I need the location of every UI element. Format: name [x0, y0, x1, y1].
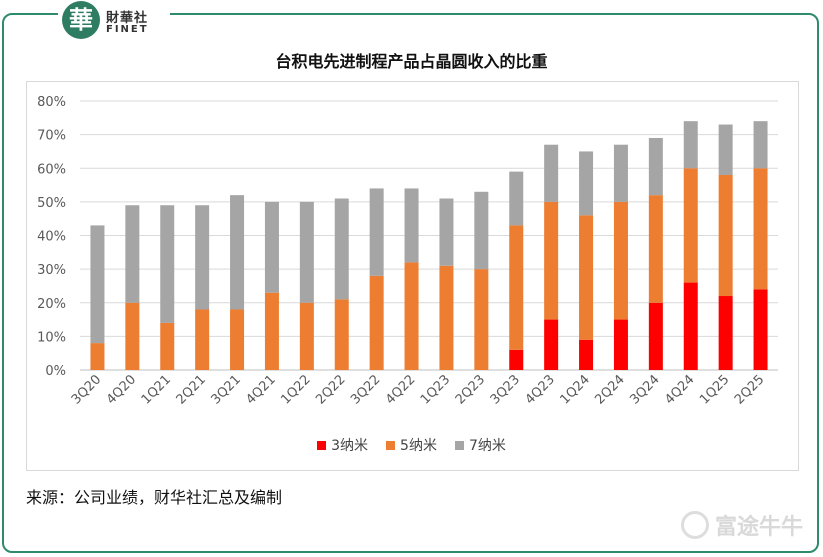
- bar-segment: [614, 320, 628, 370]
- source-note: 来源：公司业绩，财华社汇总及编制: [26, 484, 282, 508]
- bar-segment: [544, 145, 558, 202]
- x-tick-label: 1Q25: [697, 372, 732, 407]
- y-tick-label: 80%: [37, 95, 66, 110]
- bar-segment: [195, 309, 209, 370]
- y-tick-label: 50%: [37, 196, 66, 211]
- bar-segment: [509, 225, 523, 349]
- legend-item: 3纳米: [317, 435, 368, 455]
- bar-segment: [544, 202, 558, 320]
- bar-segment: [90, 343, 104, 370]
- bar-segment: [405, 188, 419, 262]
- bar-segment: [614, 202, 628, 320]
- chart-legend: 3纳米 5纳米 7纳米: [0, 435, 823, 455]
- x-tick-label: 1Q22: [278, 372, 313, 407]
- bar-segment: [719, 296, 733, 370]
- x-tick-label: 4Q24: [662, 372, 697, 407]
- bar-segment: [370, 276, 384, 370]
- y-tick-label: 10%: [37, 330, 66, 345]
- bar-segment: [649, 195, 663, 303]
- bull-logo-icon: [681, 511, 709, 539]
- bar-segment: [649, 138, 663, 195]
- legend-swatch: [455, 441, 464, 450]
- bar-segment: [125, 205, 139, 303]
- bar-segment: [265, 202, 279, 293]
- legend-label: 7纳米: [469, 435, 506, 455]
- bar-segment: [335, 299, 349, 370]
- bar-segment: [719, 175, 733, 296]
- legend-swatch: [386, 441, 395, 450]
- x-tick-label: 4Q23: [523, 372, 558, 407]
- legend-item: 7纳米: [455, 435, 506, 455]
- bar-segment: [230, 309, 244, 370]
- bar-segment: [405, 262, 419, 370]
- bar-segment: [230, 195, 244, 309]
- y-tick-label: 30%: [37, 263, 66, 278]
- bar-segment: [125, 303, 139, 370]
- bar-segment: [474, 192, 488, 269]
- x-tick-label: 3Q21: [208, 372, 243, 407]
- x-tick-label: 4Q22: [383, 372, 418, 407]
- y-tick-label: 0%: [45, 364, 66, 379]
- footer-watermark: 富途牛牛: [681, 509, 803, 541]
- bar-segment: [719, 125, 733, 175]
- bar-segment: [579, 151, 593, 215]
- x-tick-label: 2Q24: [592, 372, 627, 407]
- bar-segment: [684, 121, 698, 168]
- bar-segment: [90, 225, 104, 343]
- bar-segment: [370, 188, 384, 275]
- x-tick-label: 4Q20: [104, 372, 139, 407]
- x-tick-label: 3Q24: [627, 372, 662, 407]
- x-tick-label: 1Q24: [557, 372, 592, 407]
- bar-segment: [439, 199, 453, 266]
- y-tick-label: 20%: [37, 297, 66, 312]
- bar-segment: [474, 269, 488, 370]
- x-tick-label: 2Q23: [453, 372, 488, 407]
- bar-segment: [754, 121, 768, 168]
- bar-segment: [439, 266, 453, 370]
- legend-swatch: [317, 441, 326, 450]
- bar-segment: [335, 199, 349, 300]
- x-tick-label: 2Q25: [732, 372, 767, 407]
- x-tick-label: 4Q21: [243, 372, 278, 407]
- legend-label: 5纳米: [400, 435, 437, 455]
- bar-segment: [684, 168, 698, 282]
- bar-segment: [300, 202, 314, 303]
- bar-segment: [265, 293, 279, 370]
- bar-segment: [160, 205, 174, 323]
- bar-segment: [649, 303, 663, 370]
- x-tick-label: 3Q23: [488, 372, 523, 407]
- bar-segment: [579, 215, 593, 339]
- bar-segment: [754, 289, 768, 370]
- x-tick-label: 3Q22: [348, 372, 383, 407]
- bar-segment: [509, 172, 523, 226]
- bar-segment: [160, 323, 174, 370]
- x-tick-label: 2Q21: [174, 372, 209, 407]
- legend-label: 3纳米: [331, 435, 368, 455]
- bar-segment: [579, 340, 593, 370]
- y-tick-label: 40%: [37, 230, 66, 245]
- bar-segment: [509, 350, 523, 370]
- footer-watermark-text: 富途牛牛: [715, 509, 803, 541]
- bar-segment: [684, 283, 698, 370]
- x-tick-label: 3Q20: [69, 372, 104, 407]
- bar-segment: [300, 303, 314, 370]
- y-tick-label: 70%: [37, 129, 66, 144]
- bar-segment: [754, 168, 768, 289]
- x-tick-label: 2Q22: [313, 372, 348, 407]
- legend-item: 5纳米: [386, 435, 437, 455]
- bar-segment: [614, 145, 628, 202]
- y-tick-label: 60%: [37, 162, 66, 177]
- x-tick-label: 1Q21: [139, 372, 174, 407]
- x-tick-label: 1Q23: [418, 372, 453, 407]
- bar-segment: [195, 205, 209, 309]
- bar-segment: [544, 320, 558, 370]
